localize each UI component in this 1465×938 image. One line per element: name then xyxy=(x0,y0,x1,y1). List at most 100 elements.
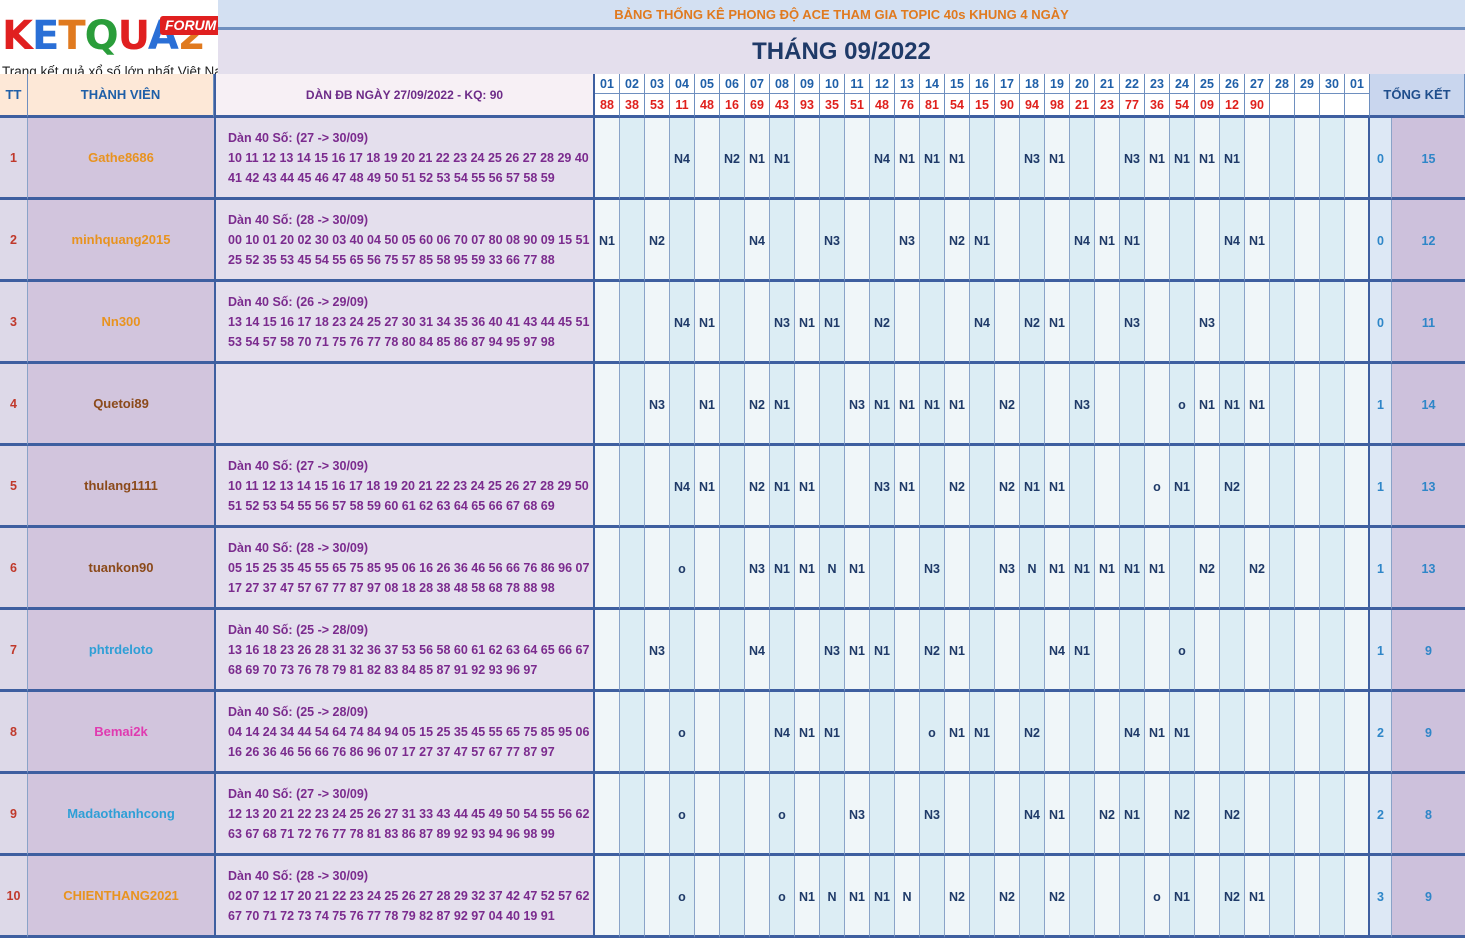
day-cell: N1 xyxy=(770,364,795,446)
day-header: 01 xyxy=(595,74,620,94)
day-cell: N1 xyxy=(1220,364,1245,446)
day-cell: N1 xyxy=(895,446,920,528)
day-cell xyxy=(870,692,895,774)
day-cell: N2 xyxy=(745,364,770,446)
logo-letter: U xyxy=(117,13,149,59)
member-name: Nn300 xyxy=(28,282,214,364)
dan-line: 63 67 68 71 72 76 77 78 81 83 86 87 89 9… xyxy=(228,827,555,841)
day-header: 07 xyxy=(745,74,770,94)
day-cell xyxy=(1270,528,1295,610)
ketqua2-logo[interactable]: KETQUA2 FORUM Trang kết quả xổ số lớn nh… xyxy=(0,0,218,84)
summary-count: 1 xyxy=(1368,528,1392,610)
day-cell xyxy=(1345,364,1370,446)
day-cell: N1 xyxy=(945,610,970,692)
day-cell xyxy=(1070,774,1095,856)
dan-line: 04 14 24 34 44 54 64 74 84 94 05 15 25 3… xyxy=(228,725,590,739)
day-cell xyxy=(720,774,745,856)
day-cell: N1 xyxy=(770,528,795,610)
day-cell xyxy=(1095,856,1120,938)
day-cell: N1 xyxy=(895,364,920,446)
day-header: 27 xyxy=(1245,74,1270,94)
day-cell: N2 xyxy=(1220,774,1245,856)
day-cell xyxy=(1095,282,1120,364)
day-cell xyxy=(970,528,995,610)
day-cell: N1 xyxy=(1145,528,1170,610)
day-cell xyxy=(1070,856,1095,938)
dan-line: Dàn 40 Số: (28 -> 30/09) xyxy=(228,541,368,555)
day-cell: N1 xyxy=(1045,446,1070,528)
day-cell: N3 xyxy=(995,528,1020,610)
day-result: 12 xyxy=(1220,94,1245,118)
day-cell xyxy=(995,118,1020,200)
day-result: 43 xyxy=(770,94,795,118)
day-cell xyxy=(895,528,920,610)
row-number: 6 xyxy=(0,528,28,610)
day-cell xyxy=(695,200,720,282)
day-cell xyxy=(1095,118,1120,200)
day-result: 16 xyxy=(720,94,745,118)
day-cell: o xyxy=(920,692,945,774)
day-cell: N3 xyxy=(920,774,945,856)
day-cell xyxy=(720,528,745,610)
day-cell xyxy=(1095,364,1120,446)
day-cell: N1 xyxy=(1170,692,1195,774)
day-cell: N1 xyxy=(795,856,820,938)
day-header: 11 xyxy=(845,74,870,94)
summary-count: 2 xyxy=(1368,774,1392,856)
day-cell xyxy=(1245,774,1270,856)
day-cell xyxy=(1170,282,1195,364)
day-cell xyxy=(720,282,745,364)
day-cell: N1 xyxy=(745,118,770,200)
member-dan: Dàn 40 Số: (27 -> 30/09) 10 11 12 13 14 1… xyxy=(214,118,595,200)
day-cell xyxy=(620,282,645,364)
day-cell xyxy=(995,282,1020,364)
day-cell: N1 xyxy=(845,856,870,938)
day-cell xyxy=(895,774,920,856)
day-header: 23 xyxy=(1145,74,1170,94)
day-cell xyxy=(745,692,770,774)
day-cell: N2 xyxy=(1245,528,1270,610)
member-dan: Dàn 40 Số: (25 -> 28/09) 13 16 18 23 26 2… xyxy=(214,610,595,692)
day-cell xyxy=(1045,200,1070,282)
day-cell: N2 xyxy=(1020,282,1045,364)
summary-total: 9 xyxy=(1392,610,1465,692)
day-cell xyxy=(870,200,895,282)
day-result xyxy=(1295,94,1320,118)
member-dan: Dàn 40 Số: (28 -> 30/09) 00 10 01 20 02 3… xyxy=(214,200,595,282)
day-cell xyxy=(1170,528,1195,610)
day-result: 09 xyxy=(1195,94,1220,118)
summary-total: 13 xyxy=(1392,446,1465,528)
day-result: 15 xyxy=(970,94,995,118)
day-header: 29 xyxy=(1295,74,1320,94)
header-member: THÀNH VIÊN xyxy=(28,74,214,118)
day-cell xyxy=(745,856,770,938)
dan-line: Dàn 40 Số: (25 -> 28/09) xyxy=(228,705,368,719)
day-cell xyxy=(595,364,620,446)
day-cell xyxy=(1270,446,1295,528)
day-cell xyxy=(820,774,845,856)
dan-line: 02 07 12 17 20 21 22 23 24 25 26 27 28 2… xyxy=(228,889,590,903)
member-name: Quetoi89 xyxy=(28,364,214,446)
day-cell: N1 xyxy=(770,118,795,200)
day-cell: N1 xyxy=(870,856,895,938)
day-cell: o xyxy=(1145,446,1170,528)
day-cell xyxy=(1020,364,1045,446)
row-number: 2 xyxy=(0,200,28,282)
day-cell xyxy=(1320,118,1345,200)
day-cell: N1 xyxy=(845,528,870,610)
day-cell: N1 xyxy=(1045,118,1070,200)
day-cell xyxy=(1020,200,1045,282)
day-cell: N1 xyxy=(1070,610,1095,692)
day-cell xyxy=(1120,610,1145,692)
day-header: 03 xyxy=(645,74,670,94)
day-cell xyxy=(620,774,645,856)
member-dan: Dàn 40 Số: (25 -> 28/09) 04 14 24 34 44 5… xyxy=(214,692,595,774)
day-cell: N1 xyxy=(1245,200,1270,282)
member-name: CHIENTHANG2021 xyxy=(28,856,214,938)
day-cell xyxy=(1020,610,1045,692)
day-result: 21 xyxy=(1070,94,1095,118)
day-cell xyxy=(795,364,820,446)
day-cell xyxy=(1295,774,1320,856)
day-result: 36 xyxy=(1145,94,1170,118)
day-cell xyxy=(1320,610,1345,692)
